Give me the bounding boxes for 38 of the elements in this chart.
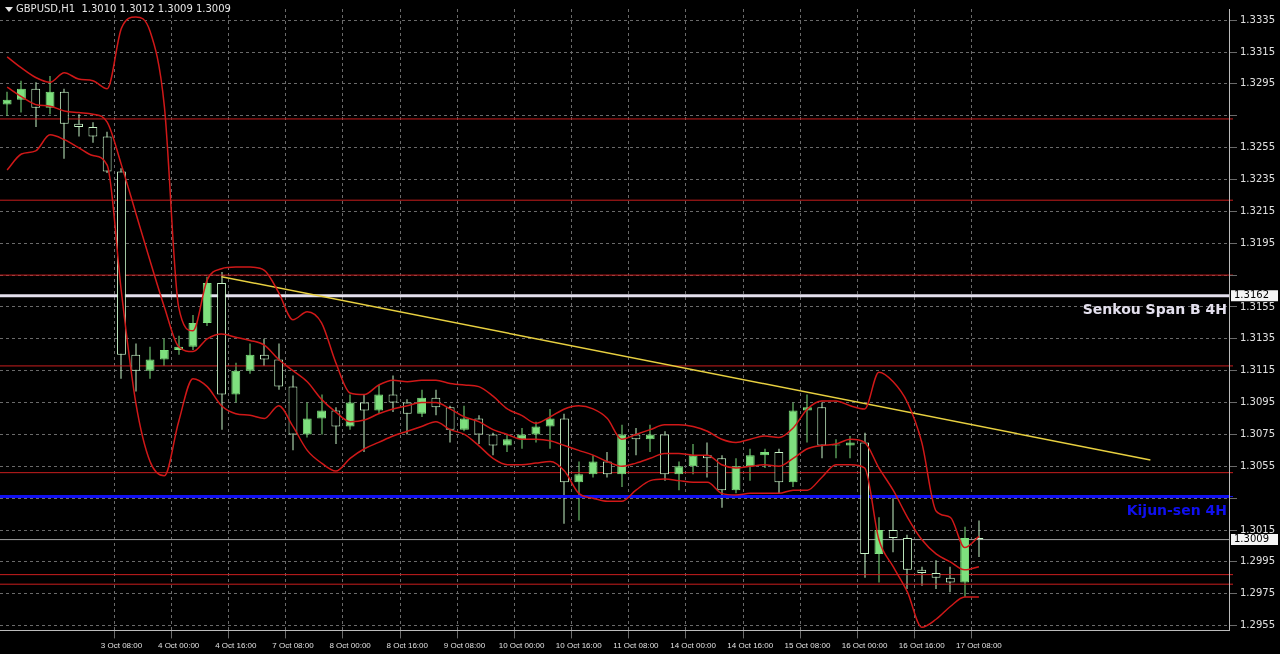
y-tick-label: 1.2955 bbox=[1240, 619, 1276, 631]
x-tick-label: 17 Oct 08:00 bbox=[956, 641, 1003, 651]
y-tick-label: 1.3335 bbox=[1240, 13, 1276, 25]
x-tick-label: 7 Oct 08:00 bbox=[272, 641, 315, 651]
x-tick-label: 8 Oct 16:00 bbox=[386, 641, 429, 651]
y-tick-label: 1.3075 bbox=[1240, 428, 1276, 440]
x-tick-label: 14 Oct 16:00 bbox=[727, 641, 774, 651]
x-tick-label: 16 Oct 00:00 bbox=[841, 641, 889, 651]
annotation: Senkou Span B 4H bbox=[1082, 301, 1228, 318]
y-tick-label: 1.2975 bbox=[1240, 587, 1276, 599]
x-tick-label: 11 Oct 08:00 bbox=[613, 641, 660, 651]
chart-title: GBPUSD,H1 1.3010 1.3012 1.3009 1.3009 bbox=[16, 3, 231, 14]
x-tick-label: 4 Oct 00:00 bbox=[157, 641, 200, 651]
ref-line-label: 1.3162 bbox=[1234, 289, 1270, 301]
y-tick-label: 1.3115 bbox=[1240, 364, 1276, 376]
y-tick-label: 1.3235 bbox=[1240, 173, 1276, 185]
x-tick-label: 16 Oct 16:00 bbox=[898, 641, 946, 651]
x-tick-label: 3 Oct 08:00 bbox=[100, 641, 143, 651]
y-tick-label: 1.3155 bbox=[1240, 300, 1276, 312]
y-tick-label: 1.2995 bbox=[1240, 555, 1276, 567]
y-tick-label: 1.3315 bbox=[1240, 45, 1276, 57]
y-tick-label: 1.3135 bbox=[1240, 332, 1276, 344]
y-tick-label: 1.3215 bbox=[1240, 204, 1276, 216]
x-tick-label: 15 Oct 08:00 bbox=[784, 641, 831, 651]
x-tick-label: 4 Oct 16:00 bbox=[215, 641, 258, 651]
x-tick-label: 14 Oct 00:00 bbox=[670, 641, 717, 651]
y-tick-label: 1.3295 bbox=[1240, 77, 1276, 89]
y-tick-label: 1.3055 bbox=[1240, 459, 1276, 471]
x-tick-label: 8 Oct 00:00 bbox=[329, 641, 372, 651]
y-tick-label: 1.3255 bbox=[1240, 141, 1276, 153]
y-tick-label: 1.3195 bbox=[1240, 236, 1276, 248]
x-tick-label: 10 Oct 16:00 bbox=[555, 641, 603, 651]
ref-line-label: 1.3009 bbox=[1234, 533, 1270, 545]
annotation: Kijun-sen 4H bbox=[1126, 502, 1228, 519]
x-tick-label: 9 Oct 08:00 bbox=[443, 641, 486, 651]
y-tick-label: 1.3015 bbox=[1240, 523, 1276, 535]
x-tick-label: 10 Oct 00:00 bbox=[498, 641, 546, 651]
y-tick-label: 1.3095 bbox=[1240, 396, 1276, 408]
